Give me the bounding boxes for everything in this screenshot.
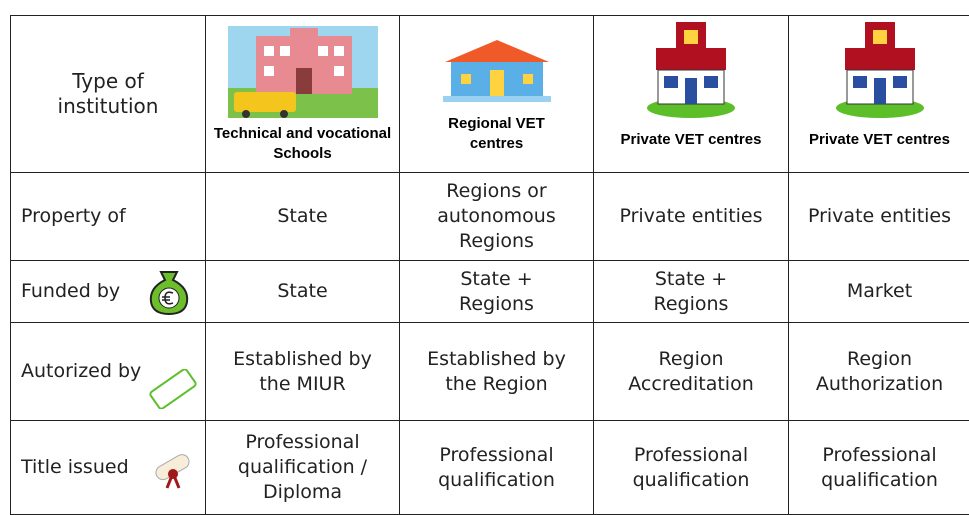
row-label-cell: Property of — [11, 173, 206, 261]
row-label: Property of — [21, 205, 126, 227]
cell-text: Region Authorization — [793, 347, 967, 397]
cell: State — [206, 261, 400, 323]
cell-text: State — [265, 204, 339, 229]
header-cell: Type of institution — [11, 16, 206, 173]
row-label-cell: Title issued — [11, 421, 206, 515]
header-cell: Private VET centres — [789, 16, 969, 173]
house-icon — [646, 18, 736, 118]
cell: Established by the Region — [400, 323, 594, 421]
cell: Market — [789, 261, 969, 323]
cell: State — [206, 173, 400, 261]
cell-text: Region Accreditation — [604, 347, 778, 397]
cell: Established by the MIUR — [206, 323, 400, 421]
header-label: Technical and vocational Schools — [206, 124, 399, 164]
table-row: Autorized by Established by the MIUR Est… — [11, 323, 969, 421]
school-icon — [435, 38, 559, 104]
table-row: Property of State Regions or autonomous … — [11, 173, 969, 261]
cell: Professional qualification — [594, 421, 789, 515]
cell-text: Professional qualification — [793, 443, 967, 493]
cell: Region Accreditation — [594, 323, 789, 421]
school-icon — [228, 26, 378, 118]
cell-text: Professional qualification — [410, 443, 584, 493]
header-label: Type of institution — [48, 69, 168, 119]
cell: Region Authorization — [789, 323, 969, 421]
header-cell: Regional VET centres — [400, 16, 594, 173]
cell-text: Market — [847, 280, 912, 302]
table-row: Funded by State State + Regions State + … — [11, 261, 969, 323]
cell-text: State — [277, 280, 327, 302]
stamp-icon — [147, 369, 199, 409]
header-cell: Technical and vocational Schools — [206, 16, 400, 173]
header-label: Private VET centres — [621, 130, 762, 150]
table-row: Title issued Professional qualification … — [11, 421, 969, 515]
diploma-icon — [151, 446, 195, 490]
cell: Professional qualification — [789, 421, 969, 515]
cell: Professional qualification / Diploma — [206, 421, 400, 515]
row-label: Autorized by — [21, 360, 141, 382]
cell-text: Established by the Region — [405, 347, 589, 397]
cell-text: Regions or autonomous Regions — [415, 179, 579, 254]
cell-text: Established by the MIUR — [211, 347, 395, 397]
cell: Private entities — [594, 173, 789, 261]
cell: Private entities — [789, 173, 969, 261]
cell: State + Regions — [594, 261, 789, 323]
row-label-cell: Autorized by — [11, 323, 206, 421]
header-row: Type of institution Technical and vocati… — [11, 16, 969, 173]
cell-text: Professional qualification — [604, 443, 778, 493]
money-bag-icon — [147, 268, 191, 316]
row-label: Title issued — [21, 456, 129, 478]
cell: State + Regions — [400, 261, 594, 323]
cell-text: State + Regions — [430, 267, 564, 317]
row-label-cell: Funded by — [11, 261, 206, 323]
cell: Regions or autonomous Regions — [400, 173, 594, 261]
header-label: Private VET centres — [809, 130, 950, 150]
cell-text: Private entities — [619, 205, 762, 227]
header-label: Regional VET centres — [437, 114, 557, 154]
header-cell: Private VET centres — [594, 16, 789, 173]
cell-text: Private entities — [808, 205, 951, 227]
cell-text: State + Regions — [624, 267, 758, 317]
institution-table: Type of institution Technical and vocati… — [10, 15, 969, 515]
cell-text: Professional qualification / Diploma — [211, 430, 395, 505]
row-label: Funded by — [21, 280, 120, 302]
cell: Professional qualification — [400, 421, 594, 515]
house-icon — [835, 18, 925, 118]
